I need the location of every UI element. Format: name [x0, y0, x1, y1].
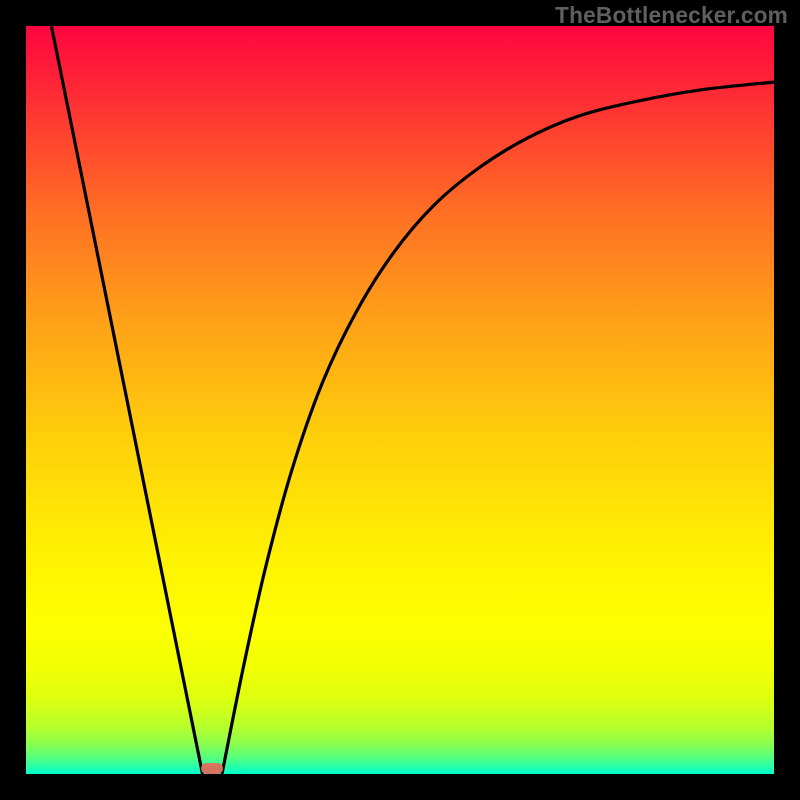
- right-branch-curve: [222, 82, 774, 774]
- chart-frame: TheBottlenecker.com: [0, 0, 800, 800]
- minimum-marker: [201, 763, 223, 774]
- watermark-text: TheBottlenecker.com: [555, 2, 788, 29]
- curve-layer: [26, 26, 774, 774]
- plot-area: [26, 26, 774, 774]
- left-branch-line: [51, 26, 202, 774]
